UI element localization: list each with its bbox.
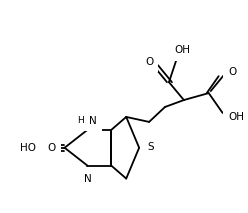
Text: HO: HO: [20, 143, 36, 153]
Text: OH: OH: [229, 112, 245, 122]
Text: OH: OH: [174, 45, 190, 55]
Text: O: O: [47, 143, 56, 153]
Text: O: O: [145, 57, 153, 67]
Text: N: N: [90, 116, 97, 126]
Text: O: O: [229, 67, 237, 77]
Text: S: S: [147, 142, 154, 152]
Text: N: N: [84, 174, 91, 184]
Text: H: H: [77, 117, 84, 125]
